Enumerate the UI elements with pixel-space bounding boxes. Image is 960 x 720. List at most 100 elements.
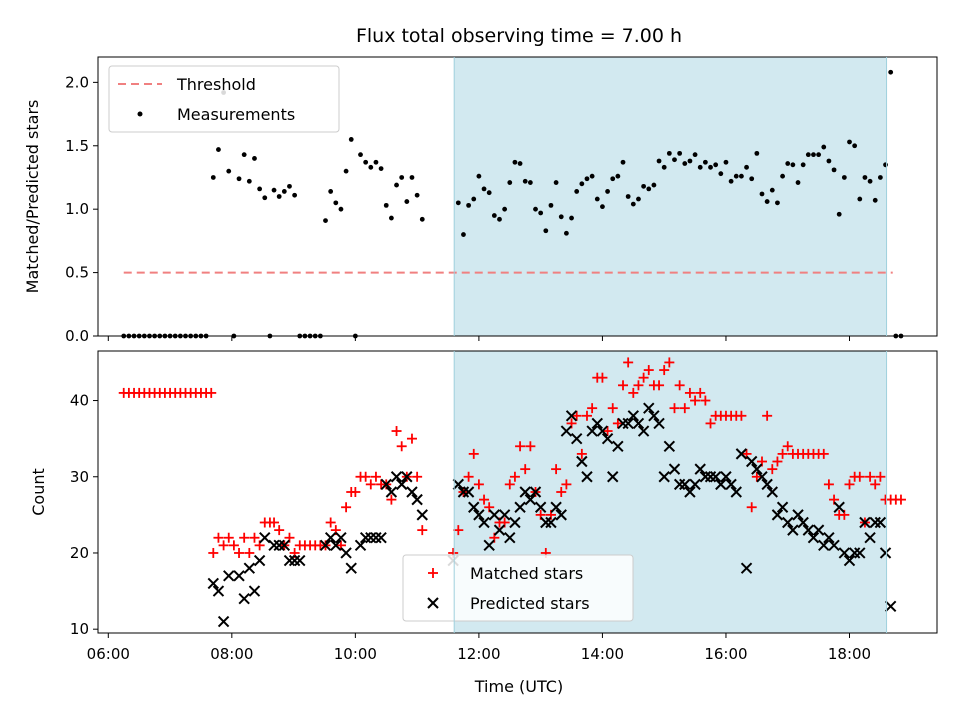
matched-star-point	[818, 448, 829, 459]
measurement-point	[338, 206, 344, 212]
matched-star-point	[453, 525, 464, 536]
predicted-star-point	[416, 509, 428, 521]
predicted-star-point	[596, 425, 609, 437]
legend-measurements-swatch	[137, 111, 143, 117]
predicted-star-point	[288, 554, 301, 567]
ratio-panel-frame	[97, 56, 938, 337]
measurement-point	[754, 150, 760, 156]
ratio-y-tick-label: 1.0	[65, 200, 89, 218]
measurement-point	[502, 206, 508, 212]
predicted-star-point	[684, 486, 696, 498]
measurement-point	[723, 159, 729, 165]
measurement-point	[216, 147, 221, 152]
predicted-star-point	[874, 516, 887, 529]
matched-star-point	[576, 448, 587, 459]
measurement-point	[702, 159, 708, 165]
measurement-point	[548, 202, 554, 208]
ratio-legend: Threshold Measurements	[108, 65, 340, 133]
matched-star-point	[515, 441, 526, 452]
measurement-point	[527, 180, 533, 185]
predicted-star-point	[663, 440, 676, 452]
measurement-point	[409, 175, 415, 180]
predicted-star-point	[802, 524, 815, 536]
matched-star-point	[360, 471, 371, 482]
predicted-star-point	[207, 577, 220, 590]
matched-star-point	[341, 502, 352, 513]
count-x-tick-label: 18:00	[828, 645, 871, 663]
measurement-point	[257, 186, 263, 192]
matched-star-point	[325, 517, 336, 528]
matched-star-point	[602, 426, 613, 437]
matched-star-point	[468, 448, 479, 459]
matched-star-point	[695, 387, 706, 398]
matched-star-point	[213, 532, 224, 543]
measurement-point	[800, 162, 806, 168]
matched-star-point	[777, 448, 788, 459]
matched-star-point	[870, 479, 881, 490]
predicted-star-point	[330, 539, 342, 552]
predicted-star-point	[617, 417, 629, 430]
predicted-star-point	[253, 554, 266, 567]
measurement-point	[600, 204, 605, 210]
legend-threshold-label: Threshold	[176, 75, 256, 94]
measurement-point	[795, 180, 801, 185]
matched-star-point	[581, 410, 592, 421]
measurement-point	[713, 162, 719, 168]
predicted-star-point	[560, 425, 573, 437]
matched-star-point	[895, 494, 906, 505]
measurement-point	[877, 175, 883, 180]
matched-star-point	[479, 494, 490, 505]
measurement-point	[399, 175, 405, 180]
measurement-point	[507, 180, 513, 185]
matched-star-point	[218, 540, 229, 551]
matched-star-point	[643, 365, 654, 376]
measurement-point	[394, 182, 399, 188]
predicted-star-point	[673, 478, 686, 491]
legend-matched-label: Matched stars	[470, 564, 583, 583]
measurement-point	[625, 194, 631, 199]
measurement-point	[512, 159, 518, 165]
measurement-point	[615, 173, 621, 179]
predicted-star-point	[709, 471, 722, 483]
predicted-star-point	[694, 463, 706, 475]
ratio-panel: 0.00.51.01.52.0 Matched/Predicted stars …	[23, 56, 938, 345]
measurement-point	[610, 176, 616, 182]
predicted-star-point	[884, 600, 897, 613]
measurement-point	[455, 200, 461, 206]
predicted-star-point	[864, 532, 876, 544]
predicted-star-point	[212, 585, 225, 597]
predicted-star-point	[761, 478, 773, 491]
predicted-star-point	[689, 478, 701, 491]
predicted-star-point	[462, 486, 475, 498]
matched-star-point	[844, 479, 855, 490]
count-y-label: Count	[29, 468, 48, 516]
matched-star-point	[659, 365, 670, 376]
predicted-star-point	[493, 524, 506, 536]
predicted-star-point	[359, 532, 372, 544]
predicted-star-point	[319, 539, 332, 552]
matched-star-point	[746, 502, 757, 513]
predicted-star-point	[514, 501, 526, 513]
predicted-star-point	[843, 554, 856, 567]
predicted-star-point	[365, 532, 377, 544]
predicted-star-point	[529, 486, 542, 498]
matched-star-point	[234, 547, 245, 558]
measurement-point	[497, 216, 502, 222]
legend-measurements-label: Measurements	[177, 105, 295, 124]
predicted-star-point	[704, 471, 717, 483]
measurement-point	[636, 196, 641, 202]
ratio-y-tick-label: 2.0	[65, 73, 89, 91]
count-panel: 10 20 30 40 06:00 08:00 10:00 12:00 14:00 16:00 1…	[29, 350, 938, 696]
matched-star-point	[406, 433, 417, 444]
measurement-point	[620, 159, 626, 165]
measurement-point	[543, 228, 549, 234]
count-y-tick-label: 10	[70, 620, 89, 638]
matched-star-point	[736, 410, 747, 421]
measurement-point	[744, 164, 749, 170]
matched-star-point	[208, 547, 219, 558]
measurement-point	[589, 173, 595, 179]
matched-star-point	[705, 418, 716, 429]
measurement-point	[646, 186, 652, 192]
matched-star-point	[700, 395, 711, 406]
measurement-point	[383, 202, 389, 208]
